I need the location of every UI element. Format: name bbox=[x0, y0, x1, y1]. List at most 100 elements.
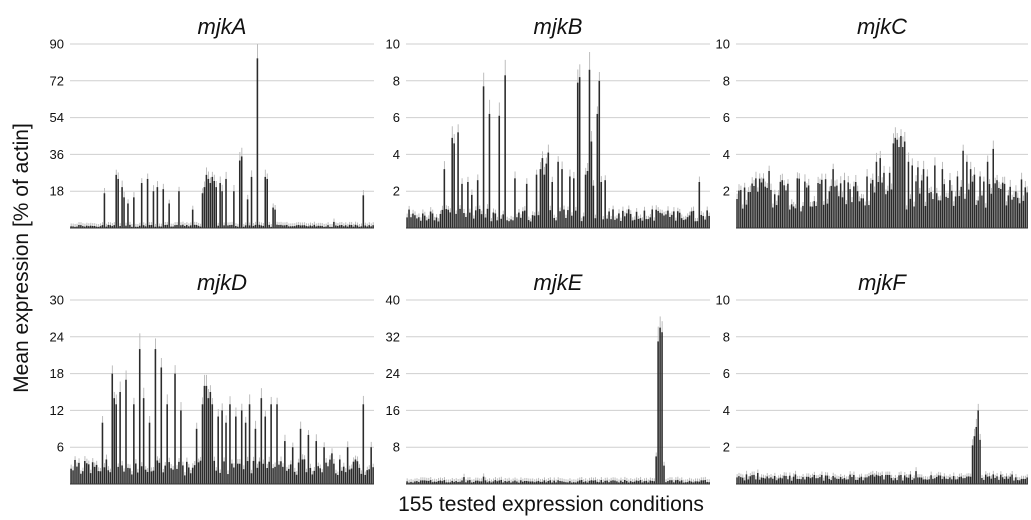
bar bbox=[327, 466, 329, 484]
bar bbox=[305, 226, 308, 228]
bar bbox=[584, 481, 587, 484]
bar bbox=[964, 198, 966, 228]
bar bbox=[696, 221, 699, 228]
bar bbox=[1001, 477, 1004, 484]
bar bbox=[900, 136, 902, 228]
bar bbox=[665, 214, 667, 228]
bar bbox=[627, 209, 630, 228]
bar bbox=[1016, 197, 1019, 228]
bar bbox=[866, 477, 868, 484]
bar bbox=[486, 208, 489, 228]
bar bbox=[138, 225, 141, 228]
bar bbox=[127, 467, 129, 484]
bar bbox=[608, 482, 610, 484]
bar bbox=[860, 476, 863, 484]
bar bbox=[661, 213, 663, 228]
bar bbox=[406, 481, 408, 484]
bar bbox=[604, 480, 606, 484]
bar bbox=[547, 481, 550, 484]
bar bbox=[333, 221, 335, 228]
bar bbox=[191, 467, 194, 484]
bar bbox=[886, 190, 889, 228]
y-tick-label: 24 bbox=[386, 366, 400, 381]
bar bbox=[883, 479, 885, 484]
bar bbox=[531, 215, 534, 228]
bar bbox=[849, 474, 851, 484]
bar bbox=[125, 225, 127, 228]
bar bbox=[418, 481, 420, 484]
bar bbox=[785, 475, 787, 484]
bar bbox=[635, 480, 638, 484]
bar bbox=[610, 480, 612, 484]
bar bbox=[291, 226, 294, 228]
bar bbox=[740, 190, 742, 228]
bar bbox=[366, 470, 369, 484]
bar bbox=[99, 471, 102, 484]
bar bbox=[657, 341, 659, 484]
bar bbox=[307, 434, 310, 484]
bar bbox=[144, 226, 147, 228]
bar bbox=[133, 197, 135, 228]
y-tick-label: 6 bbox=[723, 110, 730, 125]
bar bbox=[792, 206, 795, 228]
bar bbox=[760, 182, 763, 228]
bar bbox=[890, 189, 893, 228]
bar bbox=[250, 176, 253, 228]
bar bbox=[301, 225, 304, 228]
bar bbox=[467, 182, 469, 228]
bar bbox=[525, 183, 528, 228]
bar bbox=[256, 58, 259, 228]
bar bbox=[504, 481, 506, 484]
bar bbox=[1018, 480, 1021, 484]
bar bbox=[937, 475, 940, 484]
bar bbox=[871, 474, 874, 484]
bar bbox=[459, 208, 461, 228]
bar bbox=[813, 474, 816, 484]
bar bbox=[851, 477, 853, 484]
bar bbox=[136, 226, 139, 228]
bar bbox=[368, 225, 370, 228]
bar bbox=[172, 226, 174, 228]
bar bbox=[1005, 205, 1008, 228]
bar bbox=[753, 185, 755, 228]
bar bbox=[437, 221, 440, 228]
bar bbox=[676, 211, 679, 228]
bar bbox=[484, 480, 487, 484]
bar bbox=[962, 478, 964, 484]
bar bbox=[608, 211, 610, 228]
bar bbox=[346, 447, 349, 484]
bar bbox=[508, 221, 510, 228]
bar bbox=[1024, 478, 1027, 484]
bar bbox=[423, 215, 426, 228]
bar bbox=[704, 480, 706, 484]
bar bbox=[488, 113, 491, 228]
bar bbox=[647, 219, 650, 228]
bar bbox=[498, 480, 501, 484]
bar bbox=[478, 209, 481, 228]
bar bbox=[775, 205, 778, 228]
bar bbox=[856, 191, 859, 228]
bar bbox=[315, 441, 318, 484]
bar bbox=[195, 428, 198, 484]
bar bbox=[342, 226, 345, 228]
bar bbox=[631, 482, 634, 484]
bar bbox=[649, 217, 652, 228]
bar bbox=[360, 226, 363, 228]
bar bbox=[990, 478, 993, 484]
bar bbox=[947, 479, 949, 484]
bar bbox=[498, 115, 501, 228]
bar bbox=[830, 185, 832, 228]
bar bbox=[962, 150, 964, 228]
bar bbox=[297, 224, 300, 228]
bar bbox=[447, 209, 450, 228]
bar bbox=[741, 477, 744, 484]
bar bbox=[629, 213, 632, 228]
bar bbox=[600, 480, 603, 484]
bar bbox=[836, 185, 838, 228]
bar bbox=[184, 225, 186, 228]
bar bbox=[91, 225, 94, 228]
bar bbox=[777, 478, 780, 484]
bar bbox=[673, 211, 675, 228]
bar bbox=[858, 477, 861, 484]
bar bbox=[364, 225, 367, 228]
